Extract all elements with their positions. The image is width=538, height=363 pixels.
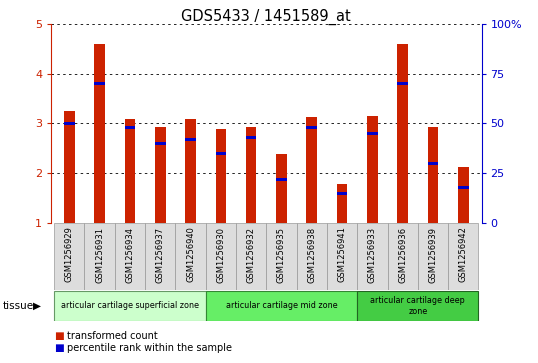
Text: GDS5433 / 1451589_at: GDS5433 / 1451589_at (181, 9, 351, 25)
Bar (327, 223, 357, 290)
Bar (296, 223, 327, 290)
Text: GSM1256933: GSM1256933 (368, 227, 377, 283)
Bar (175, 223, 206, 290)
Text: GSM1256938: GSM1256938 (307, 227, 316, 283)
Bar (155, 127, 166, 223)
Bar (185, 119, 196, 223)
Bar (54, 291, 206, 321)
Bar (185, 138, 196, 141)
Bar (125, 126, 135, 129)
Bar (357, 291, 478, 321)
Bar (428, 162, 438, 165)
Bar (236, 223, 266, 290)
Text: GSM1256942: GSM1256942 (459, 227, 468, 282)
Text: GSM1256934: GSM1256934 (125, 227, 134, 283)
Text: ■: ■ (54, 343, 63, 354)
Text: ■: ■ (54, 331, 63, 341)
Bar (94, 44, 105, 223)
Bar (216, 129, 226, 223)
Bar (307, 126, 317, 129)
Text: ▶: ▶ (33, 301, 40, 311)
Bar (246, 136, 257, 139)
Text: articular cartilage mid zone: articular cartilage mid zone (225, 301, 337, 310)
Text: GSM1256937: GSM1256937 (155, 227, 165, 283)
Text: GSM1256941: GSM1256941 (337, 227, 346, 282)
Text: GSM1256936: GSM1256936 (398, 227, 407, 283)
Bar (115, 223, 145, 290)
Bar (155, 142, 166, 145)
Bar (458, 167, 469, 223)
Bar (398, 82, 408, 85)
Bar (145, 223, 175, 290)
Bar (94, 82, 105, 85)
Text: GSM1256932: GSM1256932 (246, 227, 256, 283)
Bar (367, 132, 378, 135)
Bar (246, 127, 257, 223)
Text: articular cartilage deep
zone: articular cartilage deep zone (371, 296, 465, 315)
Bar (125, 119, 135, 223)
Bar (276, 154, 287, 223)
Bar (398, 44, 408, 223)
Bar (387, 223, 418, 290)
Bar (357, 223, 387, 290)
Text: GSM1256939: GSM1256939 (428, 227, 437, 283)
Bar (367, 116, 378, 223)
Bar (206, 291, 357, 321)
Bar (54, 223, 84, 290)
Bar (266, 223, 296, 290)
Text: articular cartilage superficial zone: articular cartilage superficial zone (61, 301, 199, 310)
Text: GSM1256940: GSM1256940 (186, 227, 195, 282)
Text: GSM1256929: GSM1256929 (65, 227, 74, 282)
Bar (337, 184, 348, 223)
Bar (448, 223, 478, 290)
Text: GSM1256931: GSM1256931 (95, 227, 104, 283)
Bar (64, 122, 75, 125)
Bar (216, 152, 226, 155)
Bar (428, 127, 438, 223)
Bar (458, 186, 469, 189)
Bar (206, 223, 236, 290)
Bar (418, 223, 448, 290)
Text: transformed count: transformed count (67, 331, 158, 341)
Bar (84, 223, 115, 290)
Text: tissue: tissue (3, 301, 34, 311)
Bar (64, 111, 75, 223)
Text: percentile rank within the sample: percentile rank within the sample (67, 343, 232, 354)
Text: GSM1256930: GSM1256930 (216, 227, 225, 283)
Bar (337, 192, 348, 195)
Bar (307, 117, 317, 223)
Bar (276, 178, 287, 181)
Text: GSM1256935: GSM1256935 (277, 227, 286, 283)
